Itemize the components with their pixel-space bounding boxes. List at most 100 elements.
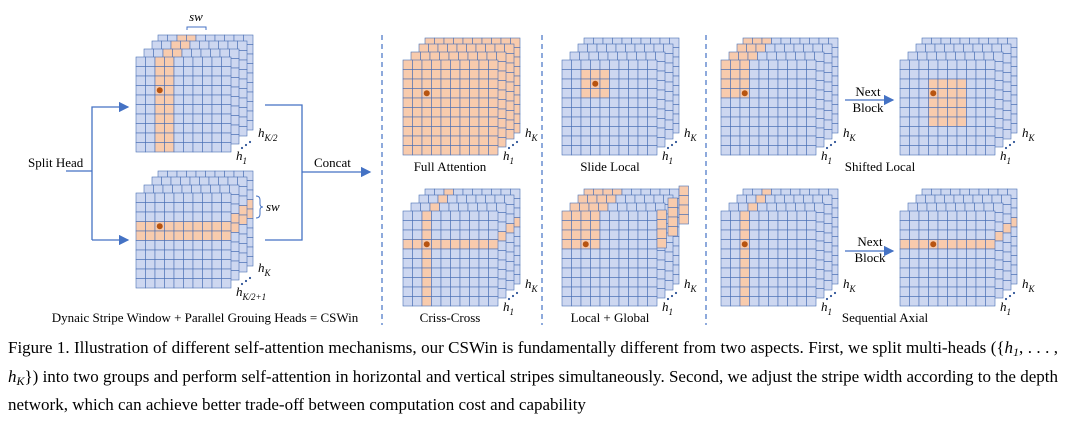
cell [956,116,967,127]
cell [469,296,480,307]
cell [135,104,146,115]
cell [777,88,788,99]
cell [145,56,156,67]
cell [758,69,769,80]
cell [590,135,601,146]
cell [580,135,591,146]
cell [985,59,996,70]
ellipsis-dot [825,297,829,301]
cell [412,239,423,250]
cell [469,116,480,127]
cell [488,78,499,89]
cell [720,267,731,278]
cell [609,229,620,240]
cell [221,56,232,67]
cell [618,239,629,250]
cell [768,239,779,250]
cell [768,248,779,259]
cell [637,78,648,89]
cell [730,59,741,70]
ellipsis-dot [666,146,670,150]
cell [739,248,750,259]
cell [947,135,958,146]
cell [909,296,920,307]
cell [154,249,165,260]
ellipsis-dot [511,143,515,147]
cell [431,59,442,70]
cell [806,107,817,118]
cell [590,69,601,80]
cell [488,126,499,137]
cell [571,59,582,70]
cell [192,211,203,222]
cell [720,258,731,269]
cell [918,239,929,250]
ellipsis-dot [1008,294,1012,298]
cell [909,210,920,221]
cell [730,267,741,278]
cell [440,220,451,231]
cell [590,267,601,278]
cell [749,277,760,288]
grid-layer [135,56,232,153]
cell [402,258,413,269]
cell [749,267,760,278]
cell [183,240,194,251]
cell [985,126,996,137]
cell [145,113,156,124]
cell [402,116,413,127]
cell [590,107,601,118]
cell [928,210,939,221]
cell [796,267,807,278]
cell [628,88,639,99]
cell [720,229,731,240]
cell [202,278,213,289]
cell [459,267,470,278]
cell [928,248,939,259]
cell [928,145,939,156]
cell [571,248,582,259]
cell [909,286,920,297]
cell [966,107,977,118]
cell [899,135,910,146]
global-cell [678,204,689,215]
cell [768,126,779,137]
head-label: hK [843,125,857,143]
cell [459,116,470,127]
cell [450,267,461,278]
cell [720,277,731,288]
cell [777,248,788,259]
cell [956,88,967,99]
cell [421,210,432,221]
cell [628,145,639,156]
cell [956,277,967,288]
cell [937,229,948,240]
cell [618,258,629,269]
cell [966,116,977,127]
cell [450,286,461,297]
cell [431,277,442,288]
cell [431,296,442,307]
cell [928,97,939,108]
cell [145,94,156,105]
cell [145,192,156,203]
cell [720,69,731,80]
cell [164,66,175,77]
head-sub: 1 [510,156,515,166]
cell [431,286,442,297]
ellipsis-dot [515,291,519,295]
next-block: Block [852,100,884,115]
cell [590,97,601,108]
cell [173,113,184,124]
cell [154,268,165,279]
cell [796,116,807,127]
cell [145,221,156,232]
cell [609,116,620,127]
cell [758,97,769,108]
cell [777,277,788,288]
head-sub: K [849,133,857,143]
cell [412,286,423,297]
cell [796,239,807,250]
cell [796,296,807,307]
cell [730,239,741,250]
